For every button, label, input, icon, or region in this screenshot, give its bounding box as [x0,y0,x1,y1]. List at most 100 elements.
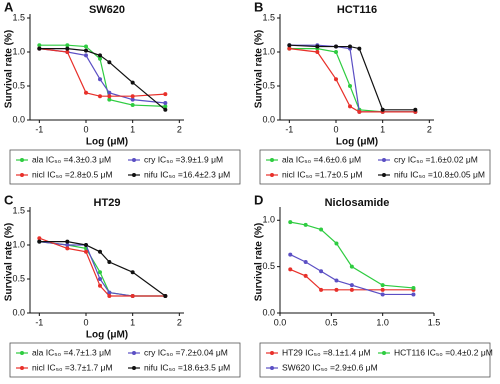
legend-box [9,149,241,185]
data-point [65,50,70,54]
data-point [334,241,339,246]
data-point [334,77,338,82]
panel: D Niclosamide Survival rate (%) 0.0 0.5 1.0 0.… [254,192,493,378]
data-point [380,287,385,292]
data-point [163,92,168,97]
series-line [289,48,416,113]
panel: A SW620 Survival rate (%) Log (μM) 0.0 0.5 1.0… [4,0,241,185]
data-point [98,283,102,288]
x-tick-label: 0 [333,124,338,134]
legend-marker [270,351,274,355]
x-tick-label: 2 [427,124,432,134]
data-point [98,53,102,58]
x-tick-label: 0 [83,124,88,134]
y-tick-label: 0.0 [262,114,275,124]
legend-marker [20,158,24,162]
data-point [130,294,135,298]
y-tick-label: 1.0 [12,46,25,56]
legend-label: nicl IC₅₀ =1.7±0.5 μM [282,169,363,179]
data-point [130,270,135,275]
y-tick-label: 1.0 [262,46,275,56]
series-line [289,44,416,113]
x-tick-label: 1.5 [428,317,441,327]
y-tick-label: 0.5 [12,273,25,283]
data-point [84,53,88,58]
data-point [319,227,324,232]
data-point [287,46,292,51]
data-point [37,239,42,244]
data-point [84,90,88,95]
legend-label: nicl IC₅₀ =2.8±0.5 μM [32,169,113,179]
x-tick-label: 0 [83,317,88,327]
data-point [163,294,168,298]
legend-label: cry IC₅₀ =1.6±0.02 μM [394,154,478,164]
data-point [334,287,339,292]
chart-title: Niclosamide [325,197,390,209]
panel-letter: A [4,0,14,14]
data-point [287,43,292,48]
data-point [288,220,293,225]
data-point [334,50,338,54]
series-line [39,44,166,107]
legend-label: nifu IC₅₀ =10.8±0.05 μM [394,169,485,179]
data-point [65,243,70,247]
data-point [107,294,112,298]
data-point [37,46,42,51]
x-axis-label: Log (μM) [86,137,128,148]
legend-marker [132,366,136,370]
panel-letter: C [4,192,14,207]
data-point [84,243,88,247]
data-point [380,107,385,112]
panel: B HCT116 Survival rate (%) Log (μM) 0.0 0.5 1.… [254,0,491,185]
y-tick-label: 1.5 [262,12,275,22]
data-point [98,94,102,99]
data-point [130,80,135,85]
data-point [98,56,102,61]
data-point [303,222,308,227]
chart-title: SW620 [89,4,125,16]
legend-label: ala IC₅₀ =4.6±0.6 μM [282,154,361,164]
data-point [84,48,88,53]
x-tick-label: 1 [380,124,385,134]
data-point [163,107,168,112]
legend-marker [270,366,274,370]
data-point [130,94,135,99]
x-tick-label: -1 [35,317,43,327]
y-tick-label: 0.0 [262,307,275,317]
data-point [130,103,135,108]
x-tick-label: 0.0 [274,317,287,327]
legend-marker [20,351,24,355]
data-point [98,77,102,82]
y-tick-label: 1.5 [12,12,25,22]
legend-marker [270,158,274,162]
data-point [107,260,112,264]
panel: C HT29 Survival rate (%) Log (μM) 0.0 0.5 1.0 1… [4,192,241,378]
data-point [413,107,418,112]
y-tick-label: 1.0 [262,215,275,225]
data-point [411,292,416,297]
data-point [348,84,352,88]
x-tick-label: 2 [177,317,182,327]
series-line [289,44,416,111]
data-point [380,283,385,288]
data-point [334,278,339,283]
y-tick-label: 1.0 [12,239,25,249]
data-point [98,249,102,254]
legend-box [259,149,491,185]
data-point [37,236,42,241]
series-line [289,47,416,113]
data-point [334,44,338,49]
y-axis-label: Survival rate (%) [4,30,15,108]
y-axis-label: Survival rate (%) [4,223,15,301]
data-point [303,273,308,278]
x-tick-label: 0.5 [325,317,338,327]
data-point [288,267,293,272]
data-point [349,264,354,269]
x-axis-label: Log (μM) [336,137,378,148]
x-axis-label: Log (μM) [86,330,128,341]
data-point [107,60,112,65]
data-point [348,44,352,49]
data-point [107,97,112,102]
data-point [380,292,385,297]
